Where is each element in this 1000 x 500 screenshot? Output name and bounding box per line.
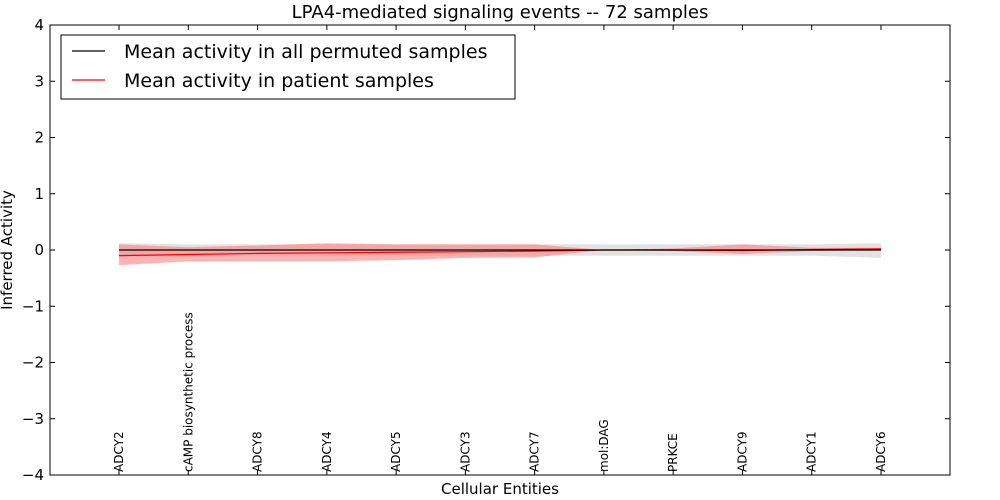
- legend: Mean activity in all permuted samples Me…: [60, 34, 516, 100]
- y-tick-label: 0: [34, 241, 44, 259]
- y-axis-ticks: 4 3 2 1 0 −1 −2 −3 −4: [22, 16, 950, 484]
- x-tick-label: ADCY1: [805, 431, 819, 472]
- y-tick-label: −1: [22, 297, 44, 315]
- x-tick-label: ADCY5: [389, 431, 403, 472]
- x-tick-label: ADCY8: [251, 431, 265, 472]
- y-tick-label: −3: [22, 410, 44, 428]
- y-axis-label: Inferred Activity: [0, 190, 16, 310]
- x-tick-label: ADCY6: [874, 431, 888, 472]
- x-axis-label: Cellular Entities: [441, 480, 559, 498]
- x-tick-label: ADCY4: [320, 431, 334, 472]
- plot-frame: [49, 24, 951, 476]
- legend-label-permuted: Mean activity in all permuted samples: [124, 41, 487, 63]
- y-tick-label: −2: [22, 354, 44, 372]
- legend-box: [60, 34, 516, 100]
- x-tick-label: ADCY2: [112, 431, 126, 472]
- chart-title: LPA4-mediated signaling events -- 72 sam…: [292, 2, 709, 23]
- y-tick-label: −4: [22, 466, 44, 484]
- legend-label-patient: Mean activity in patient samples: [124, 70, 434, 92]
- x-tick-label: ADCY9: [735, 431, 749, 472]
- series-lines: [118, 248, 882, 257]
- y-tick-label: 3: [34, 72, 44, 90]
- x-tick-label: ADCY3: [458, 431, 472, 472]
- x-tick-label: cAMP biosynthetic process: [181, 312, 195, 472]
- band-patient: [119, 243, 881, 266]
- x-axis-ticks: ADCY2 cAMP biosynthetic process ADCY8 ADCY4…: [112, 25, 888, 475]
- y-tick-label: 4: [34, 16, 44, 34]
- y-tick-label: 2: [34, 129, 44, 147]
- y-tick-label: 1: [34, 185, 44, 203]
- x-tick-label: ADCY7: [528, 431, 542, 472]
- x-tick-label: mol:DAG: [597, 419, 611, 472]
- x-tick-label: PRKCE: [666, 433, 680, 472]
